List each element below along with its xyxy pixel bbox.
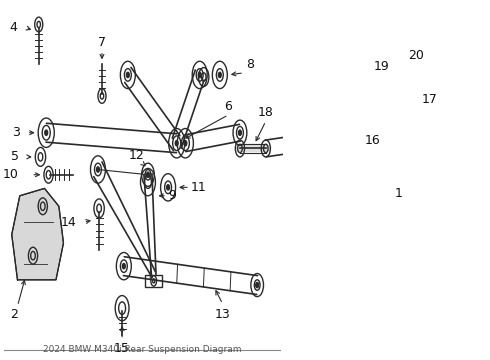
Text: 7: 7 — [98, 36, 106, 49]
Text: 17: 17 — [422, 94, 438, 107]
Text: 2: 2 — [10, 308, 18, 321]
Circle shape — [342, 117, 345, 123]
Text: 16: 16 — [365, 134, 381, 147]
Text: 14: 14 — [60, 216, 76, 229]
Bar — [371, 183, 383, 204]
Text: 13: 13 — [215, 308, 231, 321]
Text: 4: 4 — [10, 21, 18, 34]
Text: 20: 20 — [409, 49, 424, 62]
Circle shape — [175, 141, 178, 146]
Bar — [331, 255, 357, 271]
Text: 15: 15 — [114, 342, 130, 355]
Circle shape — [198, 72, 201, 77]
Circle shape — [371, 130, 373, 135]
Circle shape — [239, 130, 242, 135]
Text: 12: 12 — [128, 149, 145, 162]
Circle shape — [45, 130, 48, 135]
Circle shape — [167, 185, 170, 190]
Circle shape — [122, 264, 125, 269]
Text: 8: 8 — [245, 58, 254, 71]
Circle shape — [97, 167, 99, 172]
Circle shape — [256, 283, 259, 288]
Text: 1: 1 — [395, 187, 403, 200]
Text: 10: 10 — [3, 168, 19, 181]
Bar — [145, 275, 162, 287]
Polygon shape — [12, 188, 64, 280]
Circle shape — [147, 172, 149, 177]
Text: 6: 6 — [224, 100, 232, 113]
Text: 19: 19 — [374, 60, 390, 73]
Polygon shape — [315, 77, 378, 185]
Bar — [329, 112, 358, 131]
Circle shape — [126, 72, 129, 77]
Circle shape — [184, 141, 187, 146]
Text: 2024 BMW M340i Rear Suspension Diagram: 2024 BMW M340i Rear Suspension Diagram — [43, 345, 242, 354]
Circle shape — [382, 85, 385, 90]
Text: 5: 5 — [11, 150, 19, 163]
Circle shape — [342, 261, 345, 267]
Text: 3: 3 — [12, 126, 20, 139]
Text: 9: 9 — [168, 189, 176, 202]
Circle shape — [219, 72, 221, 77]
Text: 11: 11 — [191, 181, 207, 194]
Text: 18: 18 — [258, 106, 274, 119]
